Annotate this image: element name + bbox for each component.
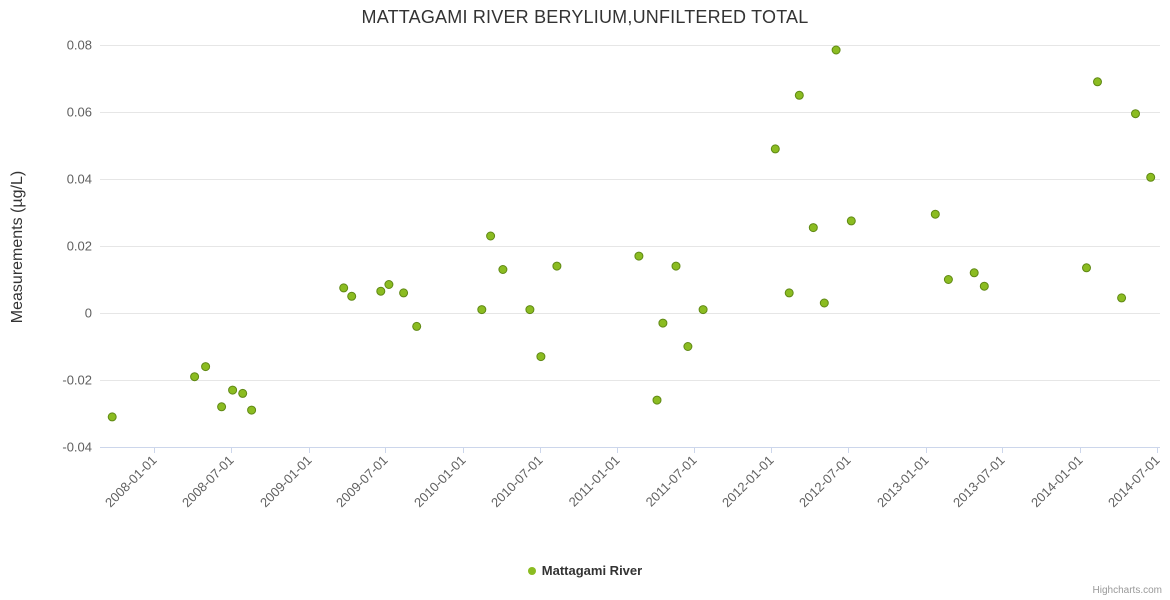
- y-tick-label: 0.04: [67, 172, 92, 187]
- scatter-point[interactable]: [979, 281, 989, 291]
- y-tick-label: -0.04: [62, 440, 92, 455]
- y-tick-label: 0: [85, 306, 92, 321]
- legend-marker-icon: [527, 566, 536, 575]
- scatter-point[interactable]: [819, 298, 829, 308]
- scatter-point[interactable]: [658, 318, 668, 328]
- scatter-point[interactable]: [1117, 293, 1127, 303]
- scatter-point[interactable]: [1082, 263, 1091, 273]
- scatter-point[interactable]: [347, 291, 357, 301]
- x-tick-label: 2014-07-01: [1105, 453, 1163, 511]
- scatter-point[interactable]: [969, 268, 979, 278]
- y-tick-label: -0.02: [62, 373, 92, 388]
- x-tick-label: 2008-01-01: [102, 453, 160, 511]
- x-tick-label: 2010-01-01: [411, 453, 469, 511]
- x-tick-label: 2011-01-01: [566, 453, 623, 510]
- scatter-point[interactable]: [228, 385, 238, 395]
- scatter-point[interactable]: [190, 372, 200, 382]
- y-tick-label: 0.08: [67, 38, 92, 53]
- y-tick-label: 0.06: [67, 105, 92, 120]
- scatter-point[interactable]: [808, 223, 818, 233]
- scatter-point[interactable]: [1093, 77, 1102, 87]
- x-tick-label: 2009-07-01: [333, 453, 391, 511]
- x-tick-label: 2013-07-01: [950, 453, 1008, 511]
- scatter-point[interactable]: [846, 216, 856, 226]
- x-tick-label: 2010-07-01: [488, 453, 546, 511]
- scatter-point[interactable]: [943, 275, 953, 284]
- scatter-point[interactable]: [399, 288, 409, 298]
- scatter-point[interactable]: [698, 305, 708, 315]
- scatter-point[interactable]: [552, 261, 562, 271]
- x-tick-label: 2011-07-01: [643, 453, 700, 510]
- scatter-point[interactable]: [376, 286, 386, 296]
- scatter-point[interactable]: [683, 342, 693, 351]
- legend-item-mattagami-river[interactable]: Mattagami River: [0, 563, 1170, 578]
- scatter-point[interactable]: [536, 352, 546, 362]
- x-tick-label: 2012-01-01: [719, 453, 777, 511]
- x-tick-label: 2008-07-01: [179, 453, 237, 511]
- scatter-point[interactable]: [784, 288, 794, 298]
- scatter-point[interactable]: [671, 261, 681, 271]
- scatter-point[interactable]: [930, 209, 940, 219]
- scatter-point[interactable]: [1146, 172, 1156, 182]
- y-tick-label: 0.02: [67, 239, 92, 254]
- scatter-point[interactable]: [107, 412, 117, 422]
- x-tick-label: 2009-01-01: [257, 453, 315, 511]
- legend-label: Mattagami River: [541, 563, 643, 578]
- scatter-point[interactable]: [384, 280, 394, 289]
- scatter-point[interactable]: [1131, 109, 1140, 119]
- scatter-point[interactable]: [770, 144, 780, 154]
- scatter-point[interactable]: [477, 305, 487, 315]
- scatter-point[interactable]: [486, 231, 496, 241]
- scatter-point[interactable]: [238, 388, 248, 398]
- x-tick-label: 2014-01-01: [1028, 453, 1086, 511]
- scatter-point[interactable]: [634, 251, 644, 261]
- x-tick-label: 2013-01-01: [874, 453, 932, 511]
- scatter-point[interactable]: [831, 45, 841, 55]
- scatter-point[interactable]: [412, 321, 422, 331]
- scatter-point[interactable]: [498, 265, 508, 274]
- x-tick-label: 2012-07-01: [796, 453, 854, 511]
- scatter-point[interactable]: [217, 402, 227, 412]
- scatter-point[interactable]: [201, 362, 211, 372]
- highcharts-credits-link[interactable]: Highcharts.com: [1092, 585, 1162, 596]
- chart-title: MATTAGAMI RIVER BERYLIUM,UNFILTERED TOTA…: [361, 7, 809, 27]
- scatter-point[interactable]: [794, 90, 804, 100]
- y-axis-title: Measurements (µg/L): [9, 170, 26, 324]
- scatter-point[interactable]: [525, 305, 535, 315]
- scatter-point[interactable]: [339, 283, 349, 293]
- scatter-point[interactable]: [247, 405, 257, 415]
- scatter-point[interactable]: [652, 395, 662, 405]
